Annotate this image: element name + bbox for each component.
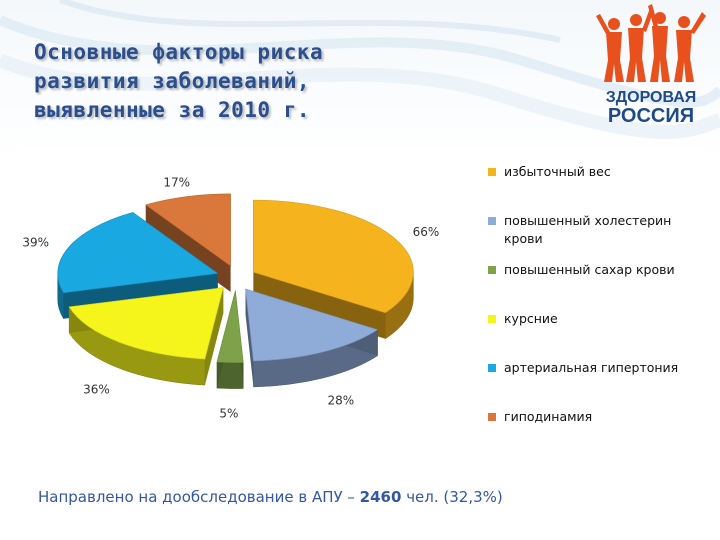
logo-text-line1: ЗДОРОВАЯ (606, 89, 697, 106)
header-swirl-decoration (0, 0, 720, 139)
title-line-2: развития заболеваний, (34, 69, 311, 93)
pie-data-label-1: 66% (413, 225, 440, 239)
chart-legend: избыточный вес повышенный холестерин крови… (488, 164, 678, 424)
legend-item-5: артериальная гипертония (488, 360, 678, 375)
legend-label: повышенный сахар крови (504, 262, 675, 277)
pie-slice-3 (216, 290, 244, 363)
pie-slice-1 (253, 199, 414, 314)
pie-data-label-5: 39% (22, 236, 49, 250)
pie-slice-5 (57, 212, 219, 294)
footer-text-after: чел. (32,3%) (401, 488, 503, 506)
logo-text-line2: РОССИЯ (608, 105, 694, 126)
pie-slice-4 (68, 287, 224, 360)
pie-slice-6 (145, 193, 231, 267)
pie-slice-cut-wall (245, 288, 254, 387)
legend-item-6: гиподинамия (488, 409, 592, 424)
pie-data-label-6: 17% (163, 175, 190, 189)
footer-highlight-count: 2460 (359, 488, 402, 506)
legend-label: повышенный холестерин (504, 213, 671, 228)
legend-label: крови (504, 231, 543, 246)
legend-swatch (488, 364, 496, 372)
legend-item-4: курсние (488, 311, 558, 326)
pie-tops (57, 193, 414, 363)
legend-swatch (488, 217, 496, 225)
title-line-1: Основные факторы риска (34, 40, 324, 64)
pie-data-label-3: 5% (219, 406, 238, 420)
legend-item-2: повышенный холестерин крови (488, 213, 671, 246)
footer-text-before: Направлено на дообследование в АПУ – (38, 488, 360, 506)
legend-label: гиподинамия (504, 409, 592, 424)
legend-swatch (488, 266, 496, 274)
legend-item-3: повышенный сахар крови (488, 262, 675, 277)
chart-panel: 66% 28% 5% 36% 39% 17% избыточный вес повышенны… (18, 146, 708, 470)
legend-item-1: избыточный вес (488, 164, 611, 179)
page-title: Основные факторы риска развития заболева… (34, 38, 454, 125)
pie-data-label-2: 28% (328, 394, 355, 408)
pie-slice-2 (245, 288, 379, 362)
legend-swatch (488, 413, 496, 421)
legend-label: курсние (504, 311, 558, 326)
pie-data-labels: 66% 28% 5% 36% 39% 17% (22, 175, 439, 420)
people-figures-icon (596, 4, 706, 82)
legend-swatch (488, 168, 496, 176)
footer-note: Направлено на дообследование в АПУ – 246… (38, 488, 503, 506)
legend-label: артериальная гипертония (504, 360, 678, 375)
title-line-3: выявленные за 2010 г. (34, 98, 311, 122)
pie-data-label-4: 36% (83, 382, 110, 396)
pie-chart: 66% 28% 5% 36% 39% 17% избыточный вес повышенны… (22, 164, 678, 424)
legend-label: избыточный вес (504, 164, 611, 179)
legend-swatch (488, 315, 496, 323)
zdorovaya-rossiya-logo: ЗДОРОВАЯ РОССИЯ (596, 4, 706, 126)
